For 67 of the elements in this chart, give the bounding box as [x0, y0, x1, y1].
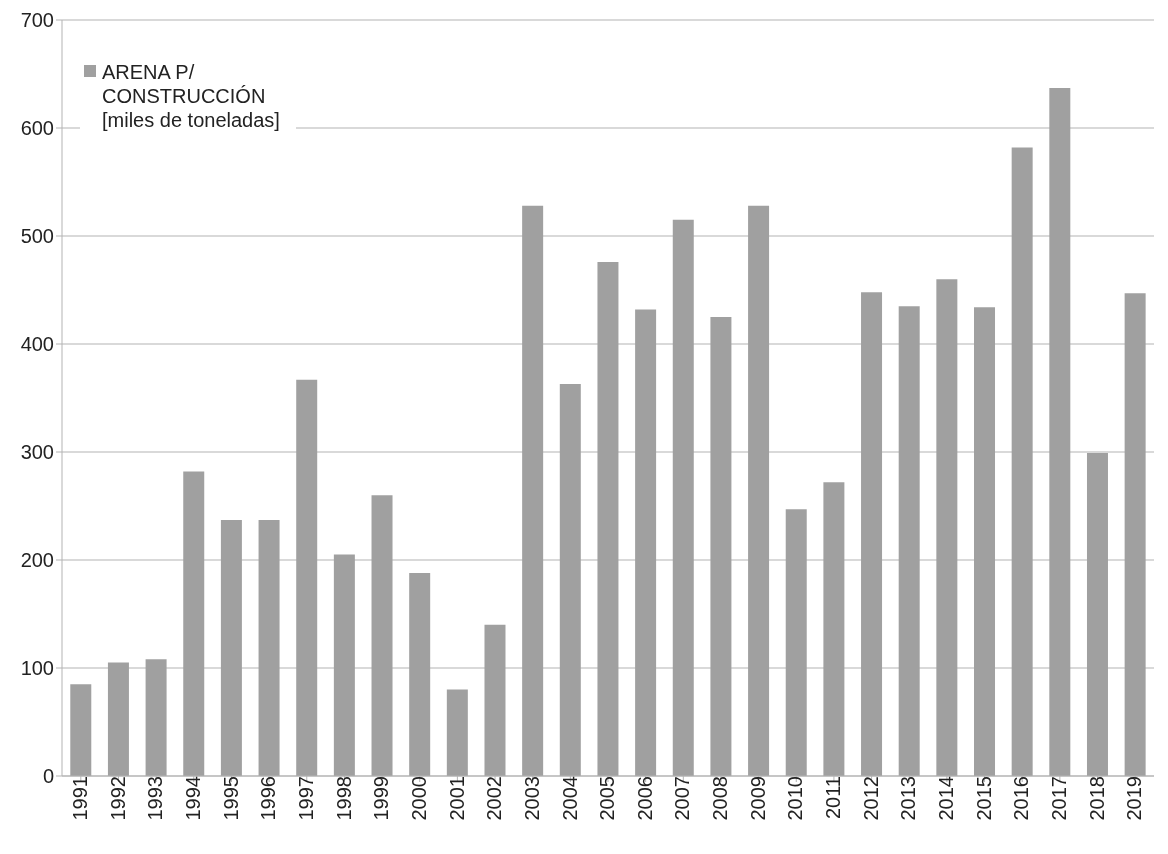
bar	[145, 659, 167, 776]
x-tick-label: 2019	[1123, 776, 1146, 821]
bar	[936, 279, 958, 776]
x-tick-label: 2003	[520, 776, 543, 821]
x-tick-label: 2000	[407, 776, 430, 821]
x-tick-label: 2017	[1048, 776, 1071, 821]
y-tick-label: 0	[42, 765, 54, 788]
x-tick-label: 1999	[370, 776, 393, 821]
x-tick-label: 2001	[445, 776, 468, 821]
x-tick-label: 1992	[106, 776, 129, 821]
x-tick-label: 2009	[746, 776, 769, 821]
bar	[183, 471, 205, 776]
bar	[258, 520, 280, 776]
x-tick-label: 2013	[897, 776, 920, 821]
bar	[1124, 293, 1146, 776]
x-tick-label: 2012	[859, 776, 882, 821]
y-tick-label: 300	[20, 441, 54, 464]
bar	[898, 306, 920, 776]
bar	[861, 292, 883, 776]
x-tick-label: 1995	[219, 776, 242, 821]
bar	[785, 509, 807, 776]
x-tick-label: 2011	[822, 776, 845, 820]
bar	[748, 205, 770, 776]
bar	[107, 662, 129, 776]
x-tick-label: 2002	[483, 776, 506, 821]
bar	[446, 689, 468, 776]
x-tick-label: 1998	[332, 776, 355, 821]
y-tick-label: 600	[20, 117, 54, 140]
x-tick-label: 2016	[1010, 776, 1033, 821]
x-tick-label: 2018	[1085, 776, 1108, 821]
x-tick-label: 1993	[144, 776, 167, 821]
y-tick-label: 700	[20, 9, 54, 32]
bar	[1086, 453, 1108, 776]
bar	[70, 684, 92, 776]
x-tick-label: 2004	[558, 776, 581, 821]
bar	[296, 379, 318, 776]
y-tick-label: 100	[20, 657, 54, 680]
y-tick-label: 200	[20, 549, 54, 572]
bar	[484, 624, 506, 776]
x-tick-label: 1991	[69, 776, 92, 821]
bar	[409, 572, 431, 776]
bar	[371, 495, 393, 776]
x-tick-label: 2014	[935, 776, 958, 821]
bar	[1011, 147, 1033, 776]
bar	[823, 482, 845, 776]
bar	[974, 307, 996, 776]
x-tick-label: 2015	[972, 776, 995, 821]
bar	[522, 205, 544, 776]
bar	[635, 309, 657, 776]
x-tick-label: 1996	[257, 776, 280, 821]
x-tick-label: 2010	[784, 776, 807, 821]
y-tick-label: 400	[20, 333, 54, 356]
bar	[710, 317, 732, 776]
bar	[1049, 88, 1071, 776]
legend-label: ARENA P/ CONSTRUCCIÓN [miles de toneladas]	[102, 60, 281, 132]
bar	[333, 554, 355, 776]
bar	[672, 219, 694, 776]
x-tick-label: 2007	[671, 776, 694, 821]
x-tick-label: 2008	[709, 776, 732, 821]
x-tick-label: 2005	[596, 776, 619, 821]
x-tick-label: 1994	[181, 776, 204, 821]
bar	[559, 383, 581, 776]
y-tick-label: 500	[20, 225, 54, 248]
bar	[220, 520, 242, 776]
x-tick-label: 2006	[633, 776, 656, 821]
x-tick-label: 1997	[294, 776, 317, 821]
bar	[597, 261, 619, 776]
